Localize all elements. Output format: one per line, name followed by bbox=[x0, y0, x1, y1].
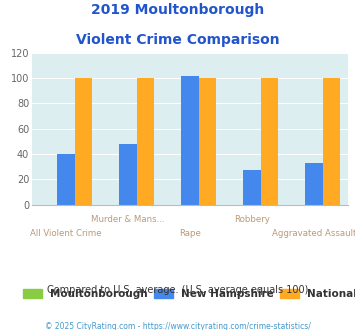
Legend: Moultonborough, New Hampshire, National: Moultonborough, New Hampshire, National bbox=[23, 289, 355, 299]
Bar bbox=[261, 78, 278, 205]
Text: Murder & Mans...: Murder & Mans... bbox=[91, 214, 165, 223]
Bar bbox=[58, 154, 75, 205]
Text: Robbery: Robbery bbox=[234, 214, 270, 223]
Bar bbox=[75, 78, 92, 205]
Bar bbox=[243, 170, 261, 205]
Bar bbox=[305, 163, 322, 205]
Bar bbox=[137, 78, 154, 205]
Text: Violent Crime Comparison: Violent Crime Comparison bbox=[76, 33, 279, 47]
Bar bbox=[181, 76, 198, 205]
Text: All Violent Crime: All Violent Crime bbox=[30, 229, 102, 238]
Text: Aggravated Assault: Aggravated Assault bbox=[272, 229, 355, 238]
Text: Rape: Rape bbox=[179, 229, 201, 238]
Text: 2019 Moultonborough: 2019 Moultonborough bbox=[91, 3, 264, 17]
Bar bbox=[198, 78, 216, 205]
Bar bbox=[322, 78, 340, 205]
Text: Compared to U.S. average. (U.S. average equals 100): Compared to U.S. average. (U.S. average … bbox=[47, 285, 308, 295]
Bar bbox=[119, 144, 137, 205]
Text: © 2025 CityRating.com - https://www.cityrating.com/crime-statistics/: © 2025 CityRating.com - https://www.city… bbox=[45, 322, 310, 330]
